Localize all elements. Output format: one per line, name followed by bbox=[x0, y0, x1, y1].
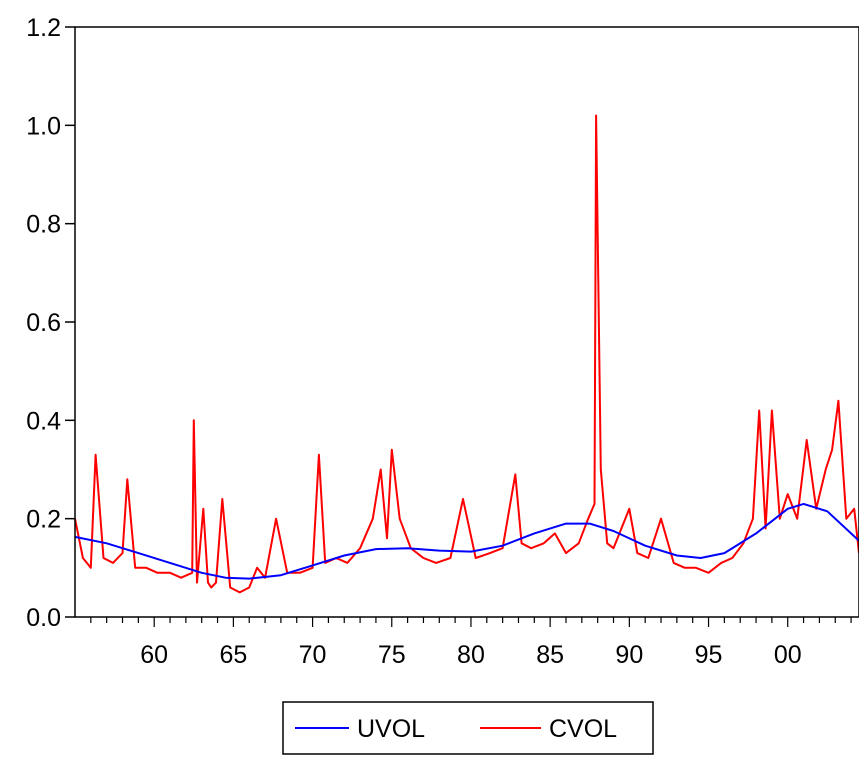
x-axis-ticks: 60 65 70 75 80 85 90 95 00 bbox=[90, 617, 852, 669]
x-tick-label: 80 bbox=[457, 641, 485, 669]
y-tick-label: 1.0 bbox=[26, 112, 61, 140]
x-tick-label: 70 bbox=[299, 641, 327, 669]
series-line-cvol bbox=[74, 114, 859, 594]
y-axis-ticks: 0.0 0.2 0.4 0.6 0.8 1.0 1.2 bbox=[26, 14, 75, 632]
x-tick-label: 65 bbox=[219, 641, 247, 669]
legend-label-cvol: CVOL bbox=[549, 715, 617, 743]
y-tick-label: 0.6 bbox=[26, 309, 61, 337]
y-tick-label: 1.2 bbox=[26, 14, 61, 42]
y-tick-label: 0.8 bbox=[26, 211, 61, 239]
x-tick-label: 75 bbox=[378, 641, 406, 669]
series-lines bbox=[74, 114, 859, 594]
y-tick-label: 0.0 bbox=[26, 604, 61, 632]
legend: UVOL CVOL bbox=[282, 701, 654, 755]
y-tick-label: 0.4 bbox=[26, 407, 61, 435]
plot-area-frame bbox=[74, 26, 859, 618]
x-tick-label: 60 bbox=[140, 641, 168, 669]
x-tick-label: 00 bbox=[774, 641, 802, 669]
y-tick-label: 0.2 bbox=[26, 506, 61, 534]
x-tick-label: 85 bbox=[536, 641, 564, 669]
legend-label-uvol: UVOL bbox=[357, 715, 425, 743]
x-tick-label: 90 bbox=[615, 641, 643, 669]
x-tick-label: 95 bbox=[695, 641, 723, 669]
series-line-uvol bbox=[74, 502, 859, 580]
